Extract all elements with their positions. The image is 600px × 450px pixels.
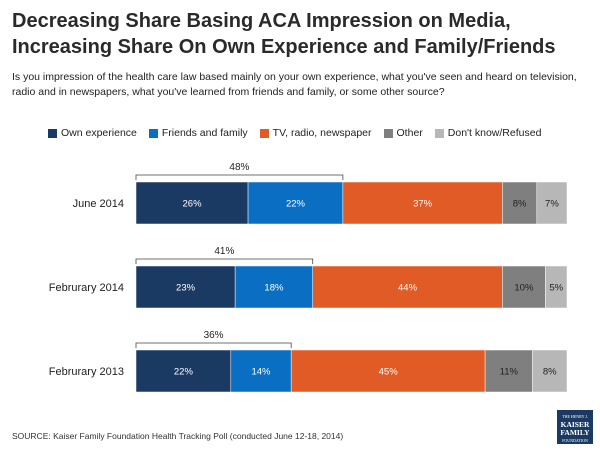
bar-segment — [502, 181, 538, 225]
legend-label: Friends and family — [161, 127, 248, 139]
data-label: 14% — [251, 367, 271, 378]
bar-segment — [135, 265, 236, 309]
legend-label: Own experience — [61, 127, 137, 139]
data-label: 10% — [514, 283, 534, 294]
data-label: 5% — [549, 283, 563, 294]
legend-label: TV, radio, newspaper — [272, 127, 372, 139]
bracket — [135, 258, 314, 264]
data-label: 26% — [183, 199, 203, 210]
bracket — [135, 174, 344, 180]
data-label: 18% — [264, 283, 284, 294]
bar-segment — [532, 349, 568, 393]
bar-segment — [135, 181, 249, 225]
bracket-total-label: 36% — [204, 330, 224, 341]
legend-item: Own experience — [48, 127, 137, 139]
bracket-total-label: 48% — [229, 162, 249, 173]
legend-swatch — [259, 128, 269, 138]
bar-segment — [545, 265, 568, 309]
data-label: 23% — [176, 283, 196, 294]
legend-swatch — [148, 128, 158, 138]
legend-item: Other — [383, 127, 423, 139]
category-label: June 2014 — [73, 198, 124, 210]
bar-segment — [536, 181, 568, 225]
legend-swatch — [383, 128, 393, 138]
kff-logo: THE HENRY J. KAISER FAMILY FOUNDATION — [557, 410, 593, 444]
bracket-total-label: 41% — [214, 246, 234, 257]
data-label: 11% — [500, 367, 519, 378]
data-label: 44% — [398, 283, 418, 294]
legend-swatch — [48, 128, 57, 138]
legend-label: Other — [396, 127, 423, 139]
logo-line2b: FAMILY — [560, 428, 590, 437]
bracket — [135, 342, 292, 348]
legend-item: TV, radio, newspaper — [259, 127, 372, 139]
logo-line1: THE HENRY J. — [562, 414, 588, 419]
stacked-bar-chart: June 2014 26% 22% 37% 8% 7% 48% Februrary 2014 2… — [49, 162, 568, 393]
legend-item: Friends and family — [148, 127, 248, 139]
category-label: Februrary 2013 — [49, 366, 124, 378]
bar-segment — [230, 349, 292, 393]
chart-legend: Own experience Friends and family TV, radi… — [48, 126, 541, 140]
legend-swatch — [434, 128, 444, 138]
legend-label: Don't know/Refused — [447, 127, 542, 139]
bar-segment — [502, 265, 546, 309]
data-label: 8% — [513, 199, 527, 210]
category-label: Februrary 2014 — [49, 282, 124, 294]
data-label: 37% — [413, 199, 433, 210]
chart-subtitle: Is you impression of the health care law… — [12, 71, 577, 98]
bar-segment — [484, 349, 533, 393]
data-label: 8% — [543, 367, 557, 378]
data-label: 7% — [545, 199, 559, 210]
bar-segment — [290, 349, 486, 393]
bar-segment — [234, 265, 313, 309]
bar-segment — [135, 349, 232, 393]
legend-item: Don't know/Refused — [434, 127, 542, 139]
data-label: 22% — [174, 367, 194, 378]
source-note: SOURCE: Kaiser Family Foundation Health … — [12, 431, 344, 441]
data-label: 22% — [286, 199, 306, 210]
logo-line2a: KAISER — [560, 420, 590, 429]
logo-line3: FOUNDATION — [562, 438, 588, 443]
data-label: 45% — [379, 367, 399, 378]
chart-title: Decreasing Share Basing ACA Impression o… — [12, 10, 556, 58]
